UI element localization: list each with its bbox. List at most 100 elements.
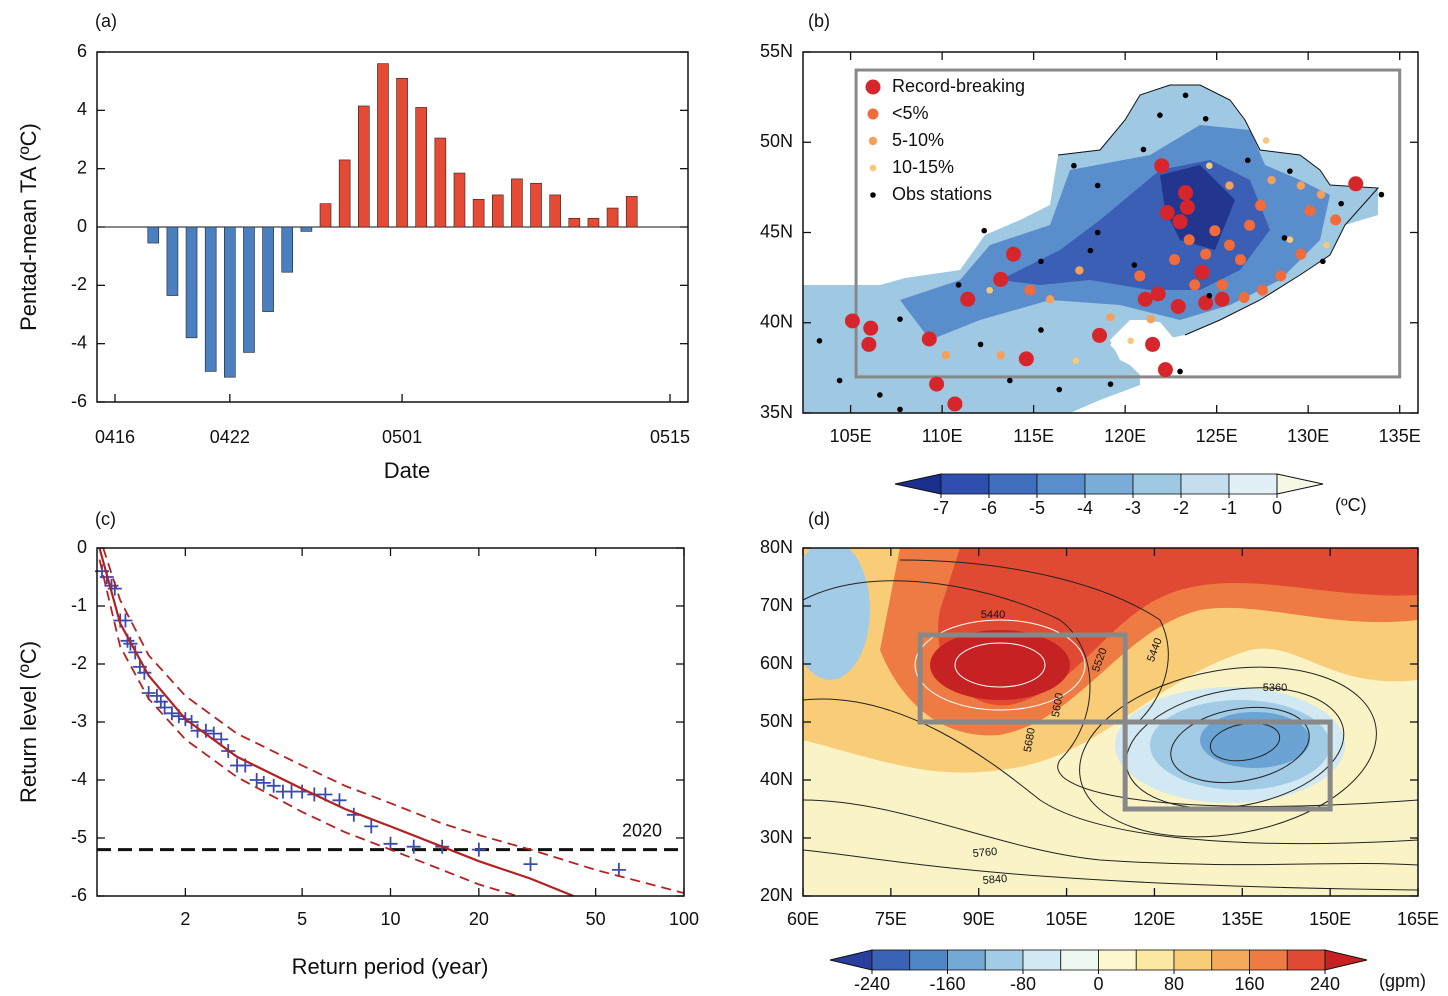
colorbar-box [988,473,1038,495]
station [1202,115,1209,122]
station [1183,234,1195,246]
station [1255,199,1267,211]
x-tick-label: 135E [1221,909,1263,929]
bar [434,137,447,228]
bar [319,203,332,228]
colorbar-box [984,949,1024,971]
station [1287,168,1293,174]
y-tick-label: -2 [71,274,87,294]
x-tick-label: 75E [875,909,907,929]
bar [625,196,638,228]
y-tick-label: 70N [760,595,793,615]
height-field [803,548,1418,896]
colorbar-box [1180,473,1230,495]
point [249,773,264,787]
station [1169,254,1181,266]
station [1038,258,1044,265]
station [1072,357,1080,364]
station [1094,229,1101,236]
bar [396,77,408,228]
station [1024,284,1036,296]
y-tick-label: 60N [760,653,793,673]
station [1170,299,1186,315]
colorbar-box [1084,473,1134,495]
y-tick-label: 40N [760,769,793,789]
bar [453,172,466,228]
colorbar-label: -4 [1077,498,1093,518]
station [1206,292,1213,299]
station [1071,162,1077,169]
y-tick-label: -6 [71,885,87,905]
x-tick-label: 110E [922,426,963,446]
station [1150,286,1166,302]
point [471,842,486,857]
colorbar-label: -3 [1125,498,1141,518]
point [118,613,133,628]
contour-label: 5840 [982,873,1007,887]
plot-frame [96,547,685,897]
bar [147,226,160,244]
legend-marker [867,108,879,120]
y-axis-title: Return level (ºC) [16,641,41,803]
point [157,700,172,715]
station [1238,291,1250,303]
y-tick-label: 0 [77,537,87,557]
station [1275,270,1287,282]
station [861,336,877,352]
point [206,726,221,741]
bar [491,194,504,228]
x-tick-label: 90E [963,909,995,929]
station [1234,254,1246,266]
colorbar-label: 160 [1234,974,1264,994]
station [1214,291,1230,307]
y-tick-label: -1 [71,595,87,615]
station [1075,266,1084,275]
station [960,291,976,307]
point [332,793,347,808]
station [1106,313,1115,322]
colorbar-label: 80 [1164,974,1184,994]
bar [243,226,255,353]
y-tick-label: 50N [760,131,793,151]
contour-label: 5680 [1022,727,1038,753]
station [1378,191,1385,198]
y-tick-label: -6 [71,391,87,411]
legend-marker [865,79,881,95]
station [863,320,879,336]
point [266,778,281,793]
curve [102,547,685,894]
colorbar-label: 0 [1272,498,1282,518]
colorbar-box [1036,473,1086,495]
y-tick-label: 20N [760,885,793,905]
station [921,331,937,347]
point [406,839,421,854]
bar [357,105,370,228]
station [1137,291,1153,307]
x-tick-label: 0422 [210,427,250,447]
station [1194,264,1210,280]
bar [224,226,236,378]
bar [606,207,619,228]
colorbar-end [829,949,873,971]
point [164,706,179,721]
colorbar-end [894,473,942,495]
bar [530,182,542,228]
y-tick-label: -4 [71,332,87,352]
x-tick-label: 120E [1133,909,1175,929]
station [1007,377,1013,384]
colorbar-end [1324,949,1368,971]
station [977,341,984,348]
x-tick-label: 165E [1397,909,1439,929]
colorbar-box [1135,949,1175,971]
panel-label: (a) [95,11,117,31]
colorbar-label: 0 [1093,974,1103,994]
colorbar-label: -160 [929,974,965,994]
station [1206,162,1213,170]
colorbar-box [940,473,990,495]
panel-label: (b) [808,11,830,31]
colorbar-label: -240 [854,974,890,994]
station [1005,246,1021,262]
station [1209,225,1221,237]
y-tick-label: -5 [71,827,87,847]
plot-frame [802,547,1419,897]
